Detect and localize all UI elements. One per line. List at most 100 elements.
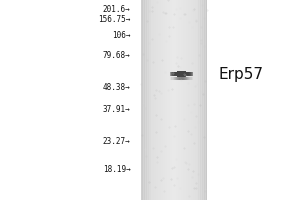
Bar: [174, 72, 175, 76]
Bar: [176, 72, 177, 76]
Bar: [175, 77, 176, 80]
Bar: [174, 77, 175, 80]
Bar: [191, 77, 192, 80]
Bar: [187, 72, 188, 76]
Bar: [170, 77, 171, 80]
Bar: [180, 0, 181, 200]
Bar: [187, 77, 188, 80]
Bar: [172, 72, 173, 76]
Bar: [190, 77, 191, 80]
Bar: [171, 77, 172, 80]
Bar: [186, 72, 187, 76]
Bar: [185, 77, 186, 80]
Bar: [204, 0, 205, 200]
Bar: [180, 77, 181, 80]
Bar: [180, 71, 181, 77]
Bar: [176, 77, 177, 80]
Bar: [176, 72, 177, 76]
Bar: [179, 71, 180, 77]
Bar: [180, 71, 181, 77]
Bar: [200, 0, 201, 200]
Bar: [184, 71, 185, 77]
Bar: [172, 77, 173, 80]
Bar: [182, 77, 183, 80]
Bar: [171, 77, 172, 80]
Bar: [188, 72, 189, 76]
Bar: [182, 71, 183, 77]
Bar: [175, 77, 176, 80]
Bar: [190, 72, 191, 76]
Bar: [180, 71, 181, 77]
Bar: [185, 71, 186, 77]
Bar: [182, 71, 183, 77]
Bar: [188, 0, 189, 200]
Bar: [191, 77, 192, 80]
Bar: [171, 0, 172, 200]
Bar: [184, 71, 185, 77]
Bar: [178, 71, 179, 77]
Bar: [186, 72, 187, 76]
Bar: [184, 71, 185, 77]
Bar: [179, 77, 180, 80]
Bar: [170, 72, 171, 76]
Bar: [159, 0, 160, 200]
Bar: [178, 77, 179, 80]
Bar: [175, 72, 176, 76]
Bar: [191, 77, 192, 80]
Bar: [173, 77, 174, 80]
Bar: [192, 72, 193, 76]
Bar: [177, 71, 178, 77]
Bar: [177, 71, 178, 77]
Bar: [142, 0, 143, 200]
Bar: [183, 77, 184, 80]
Bar: [185, 0, 186, 200]
Bar: [171, 72, 172, 76]
Bar: [205, 0, 206, 200]
Bar: [187, 0, 188, 200]
Bar: [185, 77, 186, 80]
Bar: [175, 72, 176, 76]
Bar: [182, 77, 183, 80]
Bar: [188, 77, 189, 80]
Bar: [182, 71, 183, 77]
Bar: [174, 77, 175, 80]
Bar: [173, 77, 174, 80]
Bar: [184, 77, 185, 80]
Bar: [192, 77, 193, 80]
Bar: [161, 0, 162, 200]
Bar: [179, 71, 180, 77]
Bar: [190, 77, 191, 80]
Bar: [142, 0, 143, 200]
Bar: [184, 71, 185, 77]
Bar: [184, 77, 185, 80]
Bar: [182, 0, 183, 200]
Bar: [199, 0, 200, 200]
Bar: [190, 0, 191, 200]
Bar: [183, 77, 184, 80]
Bar: [178, 0, 179, 200]
Bar: [151, 0, 152, 200]
Bar: [184, 71, 185, 77]
Bar: [192, 77, 193, 80]
Bar: [172, 0, 173, 200]
Bar: [181, 77, 182, 80]
Bar: [185, 77, 186, 80]
Bar: [182, 77, 183, 80]
Bar: [170, 77, 171, 80]
Bar: [142, 0, 143, 200]
Bar: [184, 77, 185, 80]
Bar: [206, 0, 207, 200]
Text: Erp57: Erp57: [219, 66, 264, 82]
Bar: [192, 72, 193, 76]
Bar: [175, 77, 176, 80]
Bar: [177, 77, 178, 80]
Bar: [171, 72, 172, 76]
Bar: [172, 77, 173, 80]
Bar: [182, 71, 183, 77]
Bar: [192, 77, 193, 80]
Text: 23.27→: 23.27→: [103, 138, 130, 146]
Bar: [204, 0, 205, 200]
Bar: [176, 77, 177, 80]
Bar: [182, 71, 183, 77]
Bar: [191, 77, 192, 80]
